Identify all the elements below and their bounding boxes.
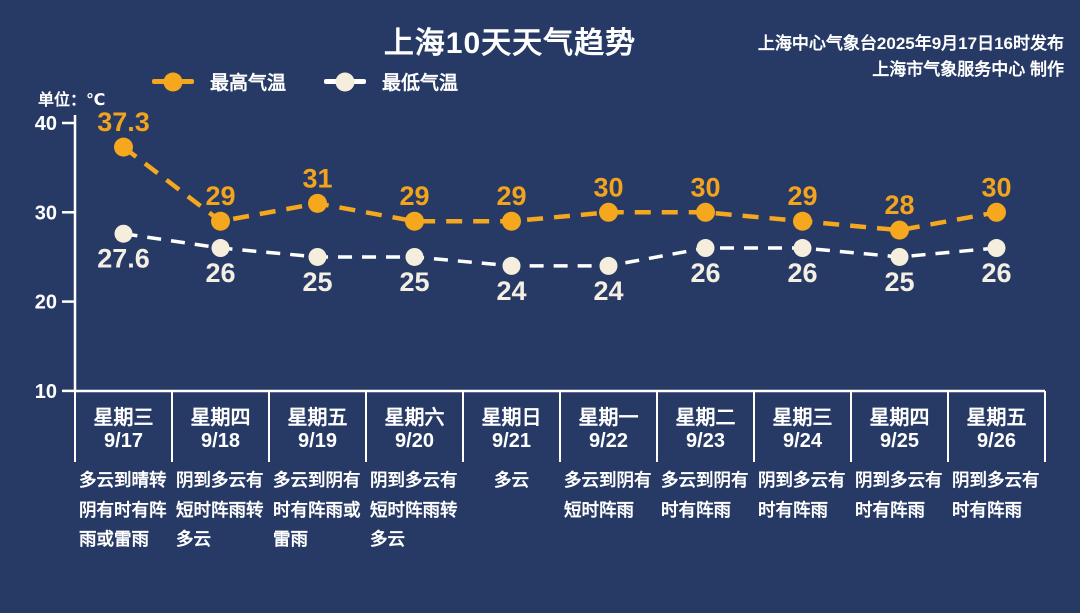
- date-label: 9/20: [395, 430, 434, 452]
- low-temp-value-label: 25: [399, 267, 429, 297]
- weekday-label: 星期五: [287, 407, 348, 429]
- high-temp-point: [599, 202, 618, 222]
- high-temp-value-label: 30: [593, 172, 623, 202]
- high-temp-value-label: 29: [787, 181, 817, 211]
- page-title: 上海10天天气趋势: [383, 27, 637, 60]
- low-temp-value-label: 25: [884, 267, 914, 297]
- date-label: 9/26: [977, 430, 1016, 452]
- low-temp-point: [987, 239, 1006, 258]
- low-temp-value-label: 25: [302, 267, 332, 297]
- forecast-text: 阴到多云有时有阵雨: [758, 470, 846, 520]
- high-temp-value-label: 28: [884, 190, 914, 220]
- low-temp-point: [793, 239, 812, 258]
- low-temp-point: [114, 224, 133, 243]
- weekday-label: 星期一: [578, 407, 639, 429]
- weekday-label: 星期三: [772, 407, 833, 429]
- source-info: 上海中心气象台2025年9月17日16时发布 上海市气象服务中心 制作: [758, 31, 1064, 83]
- high-temp-point: [211, 211, 230, 231]
- low-temp-value-label: 27.6: [97, 244, 150, 274]
- high-temp-point: [890, 220, 909, 240]
- date-label: 9/19: [298, 430, 337, 452]
- forecast-text: 阴到多云有时有阵雨: [855, 470, 943, 520]
- low-temp-legend-marker-icon: [324, 72, 367, 91]
- legend-dot-icon: [335, 72, 355, 91]
- high-temp-value-label: 29: [205, 181, 235, 211]
- unit-label: 单位：℃: [38, 92, 106, 109]
- low-temp-point: [696, 239, 715, 258]
- high-temp-legend-marker-icon: [152, 72, 194, 91]
- legend-item-low-temp: 最低气温: [324, 68, 458, 95]
- low-temp-value-label: 26: [690, 258, 720, 288]
- date-label: 9/25: [880, 430, 919, 452]
- forecast-text: 阴到多云有时有阵雨: [952, 470, 1040, 520]
- date-label: 9/18: [201, 430, 240, 452]
- high-temp-value-label: 29: [496, 181, 526, 211]
- y-tick-label: 10: [35, 381, 57, 403]
- weekday-label: 星期六: [384, 407, 445, 429]
- low-temp-value-label: 24: [496, 276, 526, 306]
- legend-label: 最低气温: [382, 73, 459, 94]
- high-temp-point: [502, 211, 521, 231]
- high-temp-point: [405, 211, 424, 231]
- date-label: 9/17: [104, 430, 143, 452]
- legend-item-high-temp: 最高气温: [152, 68, 286, 95]
- low-temp-point: [502, 256, 521, 275]
- forecast-text: 阴到多云有短时阵雨转多云: [370, 470, 458, 549]
- low-temp-value-label: 24: [593, 276, 623, 306]
- weekday-label: 星期日: [481, 407, 542, 429]
- date-label: 9/21: [492, 430, 531, 452]
- high-temp-value-label: 31: [302, 163, 332, 193]
- source-issuer-line: 上海中心气象台2025年9月17日16时发布: [757, 34, 1064, 53]
- low-temp-point: [405, 247, 424, 266]
- low-temp-value-label: 26: [205, 258, 235, 288]
- forecast-text: 多云到阴有时有阵雨: [661, 470, 749, 520]
- y-tick-label: 30: [35, 202, 57, 224]
- date-label: 9/24: [783, 430, 822, 452]
- weekday-label: 星期四: [869, 407, 930, 429]
- high-temp-point: [114, 137, 133, 157]
- date-label: 9/23: [686, 430, 725, 452]
- legend-dot-icon: [163, 72, 183, 91]
- low-temp-point: [599, 256, 618, 275]
- high-temp-value-label: 29: [399, 181, 429, 211]
- low-temp-point: [211, 239, 230, 258]
- chart-legend: 最高气温 最低气温: [152, 68, 458, 95]
- high-temp-point: [793, 211, 812, 231]
- y-tick-label: 40: [35, 113, 57, 135]
- weekday-label: 星期二: [675, 407, 736, 429]
- high-temp-point: [696, 202, 715, 222]
- high-temp-point: [308, 193, 327, 213]
- high-temp-line: [122, 145, 997, 233]
- high-temp-value-label: 30: [981, 172, 1011, 202]
- forecast-text: 多云: [494, 470, 529, 490]
- low-temp-point: [890, 247, 909, 266]
- forecast-text: 多云到晴转阴有时有阵雨或雷雨: [79, 470, 167, 549]
- low-temp-value-label: 26: [981, 258, 1011, 288]
- forecast-text: 阴到多云有短时阵雨转多云: [176, 470, 264, 549]
- forecast-text: 多云到阴有时有阵雨或雷雨: [273, 470, 361, 549]
- low-temp-value-label: 26: [787, 258, 817, 288]
- date-label: 9/22: [589, 430, 628, 452]
- weekday-label: 星期四: [190, 407, 251, 429]
- y-tick-label: 20: [35, 292, 57, 314]
- weekday-label: 星期三: [93, 407, 154, 429]
- weekday-label: 星期五: [966, 407, 1027, 429]
- high-temp-point: [987, 202, 1006, 222]
- high-temp-value-label: 37.3: [97, 107, 150, 137]
- source-producer-line: 上海市气象服务中心 制作: [872, 60, 1064, 79]
- low-temp-line: [123, 232, 997, 268]
- legend-label: 最高气温: [210, 73, 287, 94]
- high-temp-value-label: 30: [690, 172, 720, 202]
- forecast-text: 多云到阴有短时阵雨: [564, 470, 652, 520]
- low-temp-point: [308, 247, 327, 266]
